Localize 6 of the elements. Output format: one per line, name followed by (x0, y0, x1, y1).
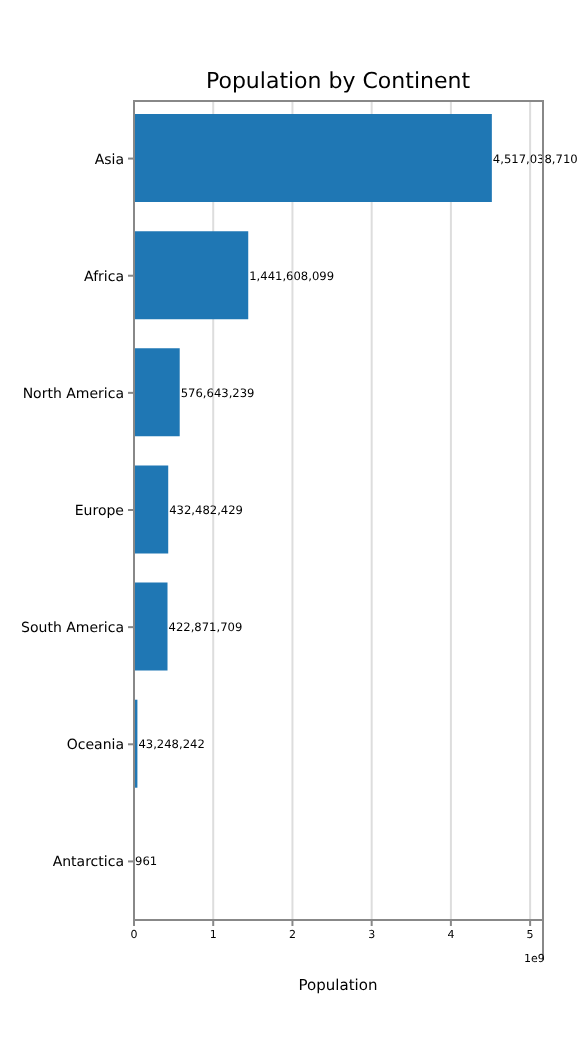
bar (134, 114, 492, 202)
bar (134, 231, 249, 320)
bar (134, 582, 168, 671)
bar (134, 465, 169, 554)
chart-title: Population by Continent (203, 68, 473, 94)
bar (134, 348, 180, 437)
